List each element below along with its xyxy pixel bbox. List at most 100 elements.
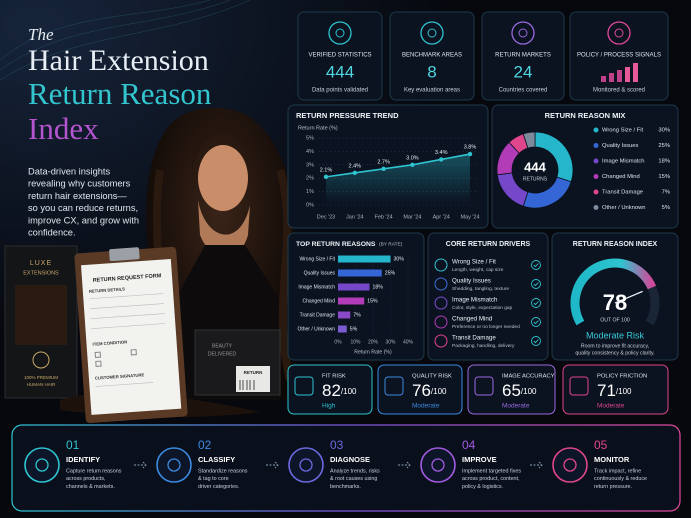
score-level: Moderate: [412, 403, 440, 410]
score-level: Moderate: [502, 403, 530, 410]
score-icon: [474, 376, 494, 396]
donut-center-label: RETURNS: [523, 176, 548, 182]
x-tick-label: Apr '24: [433, 214, 450, 220]
line-point: [410, 162, 415, 167]
stat-caption: Data points validated: [312, 88, 368, 94]
legend-value: 30%: [658, 128, 670, 134]
step-number: 05: [594, 438, 608, 452]
driver-check: [533, 339, 539, 344]
description-line: Data-driven insights: [28, 166, 111, 176]
return-tag: RETURN: [244, 370, 263, 375]
score-card: [562, 364, 669, 415]
y-tick-label: 4%: [306, 149, 314, 155]
legend-swatch: [593, 189, 599, 195]
signal-bar: [633, 63, 638, 82]
stat-icon: [420, 21, 444, 45]
y-tick-label: Wrong Size / Fit: [300, 256, 336, 262]
gauge-value: [570, 258, 657, 326]
y-tick-label: 0%: [306, 202, 314, 208]
score-value: 82/100: [322, 381, 357, 400]
driver-check: [533, 301, 539, 306]
process-steps: 01 IDENTIFY Capture return reasons across p…: [24, 438, 647, 490]
stat-label: VERIFIED STATISTICS: [308, 53, 371, 59]
step-name: MONITOR: [594, 455, 630, 464]
charts: RETURN PRESSURE TREND Return Rate (%) 0% 1%…: [296, 111, 670, 356]
stat-icon: [518, 28, 528, 38]
x-tick-label: Dec '23: [317, 214, 335, 220]
y-tick-label: Quality Issues: [304, 270, 336, 276]
step-number: 03: [330, 438, 344, 452]
score-icon: [294, 376, 314, 396]
legend-label: Changed Mind: [602, 174, 640, 180]
y-tick-label: Transit Damage: [300, 312, 336, 318]
x-tick-label: 10%: [350, 339, 361, 345]
panel: [287, 232, 425, 361]
legend-label: Wrong Size / Fit: [602, 128, 644, 134]
chart-title: RETURN REASON MIX: [545, 111, 626, 120]
legend-label: Transit Damage: [602, 190, 643, 196]
score-number: 76: [412, 381, 431, 400]
signal-bar: [609, 73, 614, 82]
x-tick-label: Jan '24: [346, 214, 364, 220]
step-number: 04: [462, 438, 476, 452]
box-brand: LUXE: [30, 260, 52, 267]
line-point: [467, 151, 473, 157]
parcel-label: DELIVERED: [208, 351, 237, 357]
y-tick-label: 3%: [306, 162, 314, 168]
step-name: CLASSIFY: [198, 455, 235, 464]
stat-label: RETURN MARKETS: [495, 53, 551, 59]
y-tick-label: Changed Mind: [302, 298, 335, 304]
score-number: 82: [322, 381, 341, 400]
data-label: 2.7%: [377, 159, 390, 165]
bar: [338, 283, 370, 291]
stat-caption: Key evaluation areas: [404, 88, 460, 94]
gauge-note: quality consistency & policy clarity.: [575, 350, 654, 356]
stat-card: [481, 11, 565, 101]
step-icon: [552, 447, 588, 483]
stat-icon: [607, 21, 631, 45]
panel: [427, 232, 549, 361]
driver-check: [531, 260, 541, 270]
box-tagline: 100% PREMIUM: [24, 375, 58, 380]
driver-detail: Color, style, expectation gap: [452, 305, 513, 311]
step-icon: [563, 458, 577, 472]
step-text: Standardize reasons: [198, 468, 248, 474]
legend-value: 15%: [658, 174, 670, 180]
gauge-rating: Moderate Risk: [586, 330, 645, 340]
signal-bar: [617, 70, 622, 82]
driver-name: Image Mismatch: [452, 297, 498, 304]
score-icon: [384, 376, 404, 396]
data-label: 15%: [367, 298, 378, 304]
form-section: ITEM CONDITION: [92, 339, 127, 346]
stat-value: 8: [427, 62, 436, 81]
gauge-needle: [614, 290, 643, 304]
donut-center-value: 444: [524, 159, 546, 174]
driver-detail: Packaging, handling, delivery: [452, 343, 515, 349]
x-tick-label: 0%: [334, 339, 342, 345]
step-text: policy & logistics.: [462, 484, 503, 490]
y-tick-label: Other / Unknown: [297, 326, 335, 332]
form-title: RETURN REQUEST FORM: [93, 273, 162, 284]
line-area: [326, 154, 470, 205]
process-band: [11, 424, 681, 512]
stat-icon: [511, 21, 535, 45]
y-tick-label: Image Mismatch: [298, 284, 335, 290]
score-level: Moderate: [597, 403, 625, 410]
data-label: 25%: [385, 270, 396, 276]
data-label: 18%: [373, 284, 384, 290]
step-text: benchmarks.: [330, 484, 361, 490]
line-point: [439, 157, 444, 162]
step-text: & root causes using: [330, 476, 377, 482]
driver-detail: Preference or no longer needed: [452, 324, 520, 330]
step-name: IMPROVE: [462, 455, 497, 464]
data-label: 5%: [350, 326, 358, 332]
bar: [338, 269, 382, 277]
driver-icon: [434, 258, 448, 272]
decor-waves: [0, 0, 251, 81]
driver-name: Transit Damage: [452, 335, 496, 342]
description-line: so you can reduce returns,: [28, 203, 138, 213]
form-section: RETURN DETAILS: [89, 286, 126, 294]
line-point: [381, 166, 386, 172]
driver-check: [533, 282, 539, 287]
